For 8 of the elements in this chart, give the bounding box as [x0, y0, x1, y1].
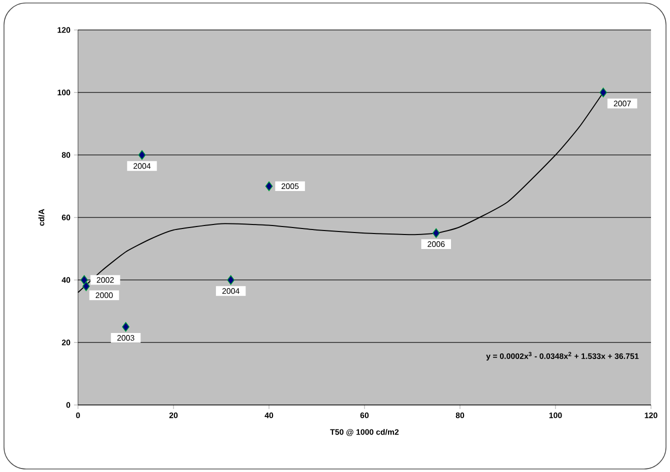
point — [227, 275, 235, 285]
point — [432, 228, 440, 238]
point — [82, 281, 90, 292]
point — [80, 275, 88, 285]
point — [122, 322, 130, 332]
point — [600, 88, 607, 98]
point — [138, 150, 146, 160]
point — [265, 181, 273, 192]
